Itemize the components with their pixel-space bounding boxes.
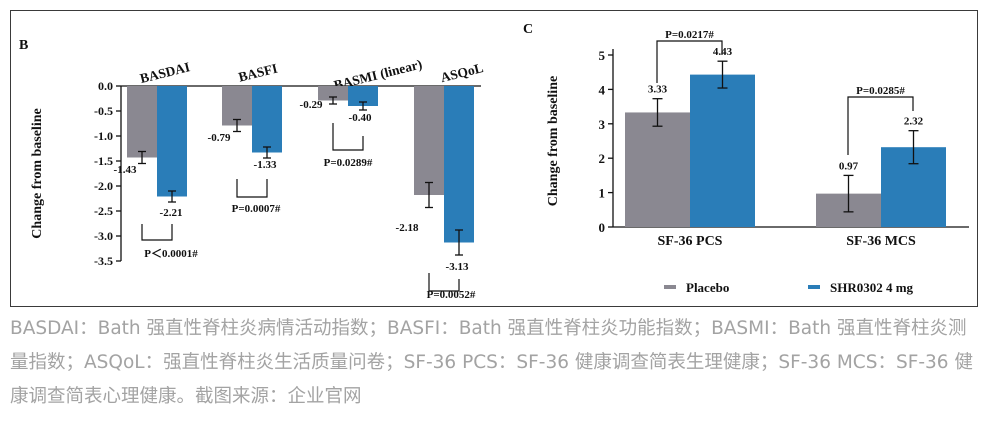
panel-c-category-label-0: SF-36 PCS xyxy=(658,234,723,249)
panel-c-significance-bracket xyxy=(847,96,914,155)
panel-c-bar-placebo xyxy=(625,112,690,227)
panel-b-value-label: -1.43 xyxy=(114,164,137,176)
panel-b-significance-bracket xyxy=(236,179,268,198)
panel-b-bar-drug xyxy=(157,86,187,197)
panel-b-value-label: -2.18 xyxy=(396,222,419,234)
panel-b-y-tick-label: -0.5 xyxy=(94,104,113,118)
panel-b-y-tick-label: -2.5 xyxy=(94,204,113,218)
panel-c-y-tick-label: 3 xyxy=(599,117,606,132)
panel-b-value-label: -0.29 xyxy=(300,99,323,111)
panel-c-y-axis-label: Change from baseline xyxy=(546,76,561,206)
panel-c-value-label: 0.97 xyxy=(839,160,859,172)
panel-b-y-tick-label: -1.5 xyxy=(94,154,113,168)
panel-b-p-value: P=0.0007# xyxy=(232,203,281,215)
panel-c-y-tick-label: 0 xyxy=(599,220,606,235)
figure-caption: BASDAI：Bath 强直性脊柱炎病情活动指数；BASFI：Bath 强直性脊… xyxy=(10,318,973,407)
panel-b-category-label-3: ASQoL xyxy=(439,60,485,85)
panel-b-value-label: -0.40 xyxy=(349,112,372,124)
panel-b-category-label-0: BASDAI xyxy=(138,59,191,86)
panel-b-y-tick-label: -3.0 xyxy=(94,229,113,243)
panel-b-value-label: -3.13 xyxy=(446,261,469,273)
panel-b-value-label: -1.33 xyxy=(254,159,277,171)
panel-b-y-axis-label: Change from baseline xyxy=(30,108,45,238)
panel-b-p-value: P=0.0289# xyxy=(324,157,373,169)
panel-c-y-tick-label: 4 xyxy=(599,82,606,97)
panel-b-p-value: P＜0.0001# xyxy=(144,248,198,260)
panel-b-bar-drug xyxy=(252,86,282,153)
panel-c-y-tick-label: 5 xyxy=(599,48,606,63)
panel-b-value-label: -0.79 xyxy=(208,132,231,144)
legend-swatch-drug xyxy=(808,285,820,289)
panel-c-value-label: 4.43 xyxy=(713,46,733,58)
panel-b-significance-bracket xyxy=(141,224,173,241)
panel-c-p-value: P=0.0217# xyxy=(665,29,714,41)
panel-b-category-label-1: BASFI xyxy=(237,61,279,85)
panel-c-significance-bracket xyxy=(656,40,723,83)
panel-b-significance-bracket xyxy=(332,123,364,151)
figure-panel: B Change from baseline 0.0 -0.5 -1.0 -1.5 -2.0… xyxy=(10,10,978,307)
panel-b-bar-placebo xyxy=(414,86,444,195)
panel-b-bar-drug xyxy=(444,86,474,243)
chart-svg: B Change from baseline 0.0 -0.5 -1.0 -1.5 -2.0… xyxy=(19,22,969,301)
panel-b-bar-placebo xyxy=(318,86,348,101)
panel-c-p-value: P=0.0285# xyxy=(856,85,905,97)
panel-c-y-tick-label: 1 xyxy=(599,186,606,201)
legend-swatch-placebo xyxy=(664,285,676,289)
panel-b-y-tick-label: 0.0 xyxy=(98,79,113,93)
panel-c-category-label-1: SF-36 MCS xyxy=(846,234,916,249)
panel-b-p-value: P=0.0052# xyxy=(427,289,476,301)
legend-label: SHR0302 4 mg xyxy=(830,280,914,295)
panel-c-bar-drug xyxy=(690,74,755,227)
panel-b-y-tick-label: -2.0 xyxy=(94,179,113,193)
panel-b-bar-drug xyxy=(348,86,378,106)
panel-b-value-label: -2.21 xyxy=(160,207,183,219)
panel-c-value-label: 2.32 xyxy=(904,116,924,128)
panel-b-letter: B xyxy=(19,38,28,53)
panel-b-y-tick-label: -1.0 xyxy=(94,129,113,143)
panel-c-value-label: 3.33 xyxy=(648,84,668,96)
legend-label: Placebo xyxy=(686,280,729,295)
panel-c-letter: C xyxy=(523,22,533,37)
panel-b-bar-placebo xyxy=(127,86,157,158)
panel-b-y-tick-label: -3.5 xyxy=(94,254,113,268)
panel-c-y-tick-label: 2 xyxy=(599,151,606,166)
panel-b-significance-bracket xyxy=(428,273,460,292)
